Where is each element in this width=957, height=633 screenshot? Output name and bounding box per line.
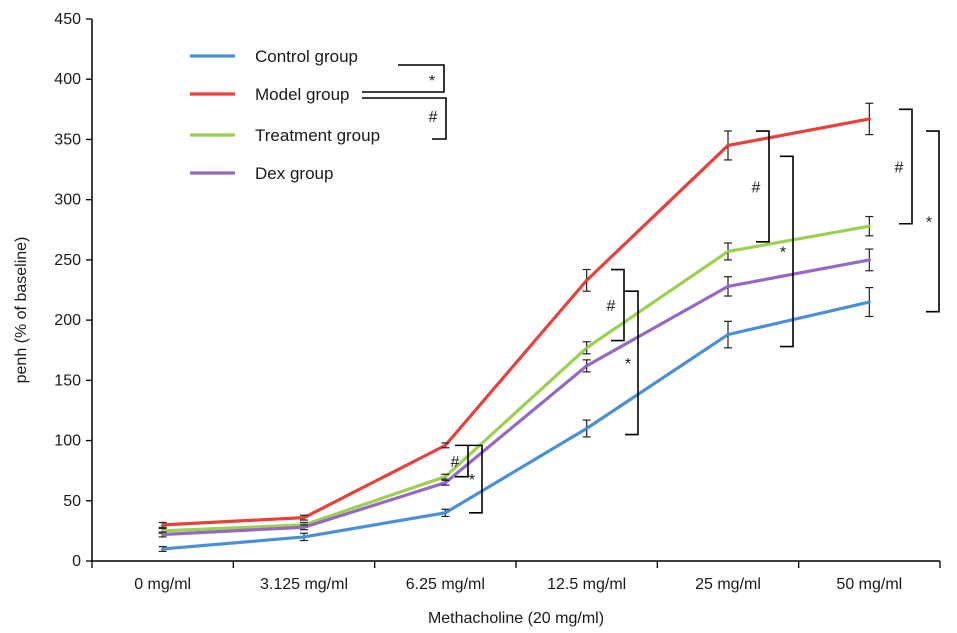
significance-bracket: # (752, 130, 770, 243)
y-tick-label: 250 (54, 252, 81, 269)
y-tick-label: 450 (54, 11, 81, 28)
data-point (302, 525, 306, 529)
y-tick-label: 200 (54, 312, 81, 329)
significance-marker: * (469, 472, 475, 489)
x-tick-label: 25 mg/ml (695, 576, 761, 593)
data-point (302, 516, 306, 520)
legend-significance-marker: # (429, 109, 438, 126)
x-tick-label: 12.5 mg/ml (547, 576, 626, 593)
series-line (162, 117, 870, 527)
data-point (585, 426, 589, 431)
data-point (867, 258, 871, 262)
y-tick-label: 400 (54, 71, 81, 88)
y-tick-label: 0 (72, 553, 81, 570)
data-point (867, 224, 871, 228)
data-point (443, 511, 447, 515)
y-tick-label: 100 (54, 433, 81, 450)
legend-item: Control group (190, 47, 358, 66)
data-point (161, 523, 165, 527)
data-point (726, 143, 730, 148)
legend-label: Treatment group (255, 126, 380, 145)
axes: 0 50 100 150 200 250 300 350 400 450 0 mg/ml 3.125 … (13, 11, 941, 627)
significance-marker: # (752, 179, 761, 196)
x-axis-title: Methacholine (20 mg/ml) (428, 610, 604, 627)
legend-item: Treatment group (190, 126, 380, 145)
significance-bracket: * (926, 130, 940, 313)
significance-annotations: # * # * # * # * (451, 108, 940, 514)
bracket-line (780, 155, 794, 348)
data-point (443, 443, 447, 447)
data-point (867, 117, 871, 121)
legend-item: Dex group (190, 164, 333, 183)
series-line (162, 300, 870, 551)
data-point (726, 249, 730, 254)
series-line (162, 258, 870, 537)
significance-marker: # (895, 160, 904, 177)
data-point (726, 284, 730, 288)
significance-marker: * (780, 244, 786, 261)
y-tick-label: 350 (54, 131, 81, 148)
data-point (585, 346, 589, 350)
y-tick-label: 150 (54, 372, 81, 389)
legend-significance-marker: * (429, 73, 435, 90)
data-point (161, 532, 165, 537)
significance-bracket: * (780, 155, 794, 348)
legend-bracket-line (362, 97, 447, 140)
x-tick-label: 0 mg/ml (134, 576, 191, 593)
x-tick-label: 50 mg/ml (836, 576, 902, 593)
significance-marker: # (607, 298, 616, 315)
significance-marker: * (625, 356, 631, 373)
legend: Control group Model group Treatment group D… (190, 47, 447, 183)
legend-label: Model group (255, 85, 350, 104)
data-point (443, 481, 447, 485)
bracket-line (625, 290, 639, 436)
bracket-line (455, 444, 469, 478)
bracket-line (469, 444, 483, 514)
series-layer (158, 102, 874, 552)
legend-significance-brackets: *# (362, 64, 447, 140)
series-line (162, 224, 870, 533)
series-dex-group (158, 248, 874, 538)
legend-item: Model group (190, 85, 350, 104)
series-control-group (158, 286, 874, 552)
data-point (443, 475, 447, 479)
x-tick-label: 3.125 mg/ml (260, 576, 348, 593)
data-point (585, 364, 589, 368)
significance-bracket: # (895, 108, 913, 225)
data-point (867, 300, 871, 304)
significance-bracket: # (607, 268, 625, 342)
significance-bracket: * (469, 444, 483, 514)
legend-bracket-line (362, 64, 445, 93)
data-point (302, 535, 306, 539)
data-point (585, 278, 589, 282)
bracket-line (611, 268, 625, 342)
y-axis-title: penh (% of baseline) (13, 237, 30, 384)
bracket-line (926, 130, 940, 313)
series-model-group (158, 102, 874, 528)
legend-label: Control group (255, 47, 358, 66)
significance-bracket: * (625, 290, 639, 436)
data-point (161, 547, 165, 551)
data-point (726, 332, 730, 337)
y-tick-label: 300 (54, 192, 81, 209)
legend-label: Dex group (255, 164, 333, 183)
significance-bracket: # (451, 444, 469, 478)
y-tick-label: 50 (63, 493, 81, 510)
bracket-line (899, 108, 913, 225)
significance-marker: # (451, 454, 460, 471)
bracket-line (756, 130, 770, 243)
significance-marker: * (926, 214, 932, 231)
x-tick-label: 6.25 mg/ml (406, 576, 485, 593)
series-treatment-group (158, 215, 874, 534)
